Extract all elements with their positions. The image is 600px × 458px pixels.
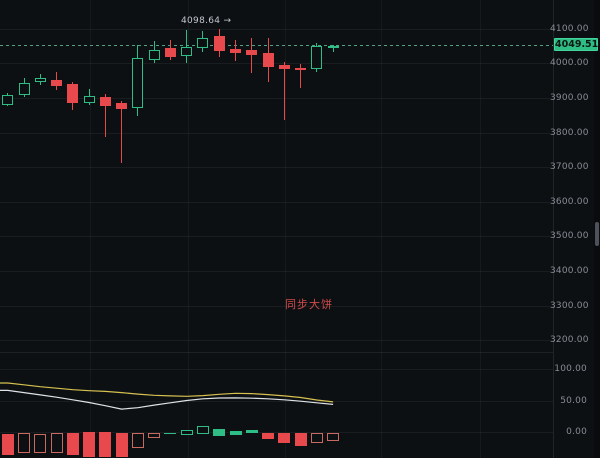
candle (148, 50, 160, 60)
horizontal-gridline (0, 201, 553, 203)
price-tick-label: 4000.00 (550, 58, 589, 69)
candle (132, 58, 144, 109)
vertical-gridline (284, 0, 286, 458)
price-tick-label: 3400.00 (550, 265, 589, 276)
price-tick-label: 3800.00 (550, 127, 589, 138)
horizontal-gridline (0, 400, 553, 402)
candle-wick (300, 64, 302, 89)
horizontal-gridline (0, 305, 553, 307)
horizontal-gridline (0, 340, 553, 342)
horizontal-gridline (0, 270, 553, 272)
candle (311, 46, 323, 70)
volume-tick-label: 100.00 (554, 364, 587, 374)
candle-wick (251, 38, 253, 73)
horizontal-gridline (0, 97, 553, 99)
price-tick-label: 3500.00 (550, 231, 589, 242)
candle (116, 102, 128, 110)
volume-tick-label: 50.00 (560, 395, 587, 406)
price-tick-label: 3900.00 (550, 92, 589, 103)
candle-wick (186, 30, 188, 64)
candle (295, 67, 307, 70)
candle (67, 84, 79, 104)
candle-wick (104, 94, 106, 137)
volume-bar (66, 433, 79, 456)
volume-bar (99, 432, 112, 458)
volume-bar (131, 433, 144, 448)
vertical-gridline (187, 0, 189, 458)
last-price-line (0, 45, 553, 46)
ma-fast-line (0, 382, 334, 403)
volume-bar (18, 433, 30, 454)
candle (262, 53, 274, 67)
vertical-gridline (480, 0, 481, 458)
volume-bar (164, 432, 177, 435)
scrollbar-thumb[interactable] (595, 222, 599, 246)
horizontal-gridline (0, 132, 553, 134)
price-tick-label: 4100.00 (550, 23, 589, 34)
candle (99, 96, 111, 106)
volume-bar (310, 432, 323, 443)
candle (213, 36, 225, 51)
horizontal-gridline (0, 28, 553, 30)
volume-bar (278, 432, 291, 444)
volume-bar (245, 430, 258, 434)
price-axis-border (553, 0, 554, 458)
candle (181, 47, 193, 56)
volume-bar (229, 430, 242, 436)
candle (197, 38, 209, 48)
volume-bar (50, 433, 63, 453)
volume-bar (213, 428, 226, 436)
candle (327, 46, 339, 49)
volume-bar (34, 433, 47, 453)
price-tick-label: 3700.00 (550, 162, 589, 173)
horizontal-gridline (0, 63, 553, 65)
candle (18, 82, 30, 95)
volume-bar (83, 432, 95, 457)
price-tick-label: 3200.00 (550, 335, 589, 346)
candle (83, 96, 95, 103)
horizontal-gridline (0, 432, 553, 433)
pane-separator (0, 352, 553, 353)
candle (2, 95, 14, 105)
price-tick-label: 3300.00 (550, 300, 589, 311)
candle-wick (121, 101, 123, 164)
candle-wick (332, 45, 334, 52)
volume-tick-label: 0.00 (566, 427, 587, 437)
volume-bar (294, 432, 307, 447)
volume-bar (115, 433, 128, 458)
high-price-label: 4098.64 → (181, 16, 232, 26)
annotation-text: 同步大饼 (285, 298, 333, 311)
candle (34, 78, 46, 82)
price-tick-label: 3600.00 (550, 196, 589, 207)
vertical-gridline (380, 0, 382, 458)
horizontal-gridline (0, 369, 553, 370)
candle (278, 65, 290, 70)
candle (246, 50, 258, 55)
volume-bar (262, 432, 274, 439)
candle (230, 49, 241, 54)
volume-bar (196, 426, 209, 434)
volume-bar (180, 430, 193, 436)
candle-wick (283, 61, 285, 120)
volume-bar (327, 432, 340, 441)
candle (51, 80, 62, 86)
last-price-badge: 4049.51 (554, 38, 599, 51)
candle (164, 47, 176, 57)
horizontal-gridline (0, 167, 553, 169)
horizontal-gridline (0, 236, 553, 238)
volume-bar (1, 433, 14, 455)
volume-bar (148, 432, 161, 439)
vertical-gridline (90, 0, 91, 458)
